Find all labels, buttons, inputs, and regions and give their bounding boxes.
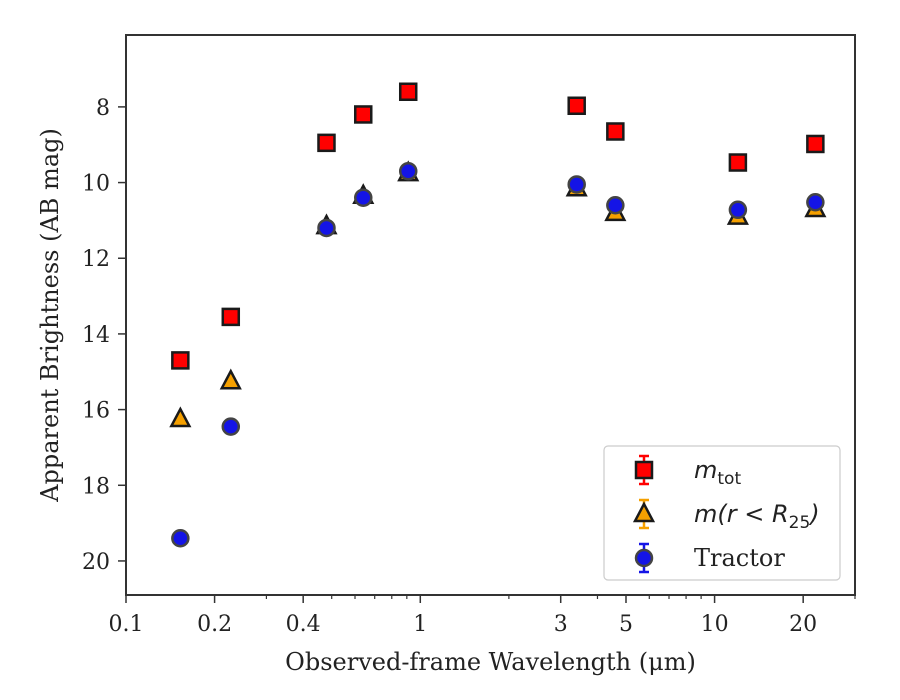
- data-markers: [169, 82, 827, 548]
- legend-box: [603, 445, 841, 581]
- data-point-circle: [728, 200, 748, 220]
- y-axis-ticks: 8 10 12 14 16 18 20: [82, 96, 126, 575]
- legend-marker-square: [634, 460, 654, 480]
- data-point-circle: [221, 417, 241, 436]
- series-square: [171, 82, 825, 370]
- x-tick-label: 20: [789, 612, 817, 637]
- y-tick-label: 12: [82, 247, 110, 272]
- x-axis-ticks: 0.1 0.2 0.4 1 3 5 10 20: [109, 595, 856, 637]
- y-axis-label: Apparent Brightness (AB mag): [36, 128, 64, 503]
- data-point-square: [171, 351, 190, 370]
- data-point-square: [354, 105, 373, 124]
- legend-marker-circle: [634, 548, 654, 568]
- data-point-circle: [398, 161, 418, 181]
- data-point-circle: [606, 196, 625, 215]
- y-tick-label: 14: [82, 323, 110, 348]
- x-axis-label: Observed-frame Wavelength (μm): [285, 648, 696, 676]
- y-tick-label: 8: [96, 96, 110, 121]
- y-tick-label: 20: [82, 550, 110, 575]
- legend-entry-label: Tractor: [694, 544, 785, 572]
- data-point-square: [606, 122, 625, 141]
- x-tick-label: 1: [413, 612, 427, 637]
- data-point-circle: [171, 528, 190, 548]
- data-point-triangle: [169, 406, 192, 428]
- y-tick-label: 16: [82, 399, 110, 424]
- data-point-square: [567, 96, 586, 116]
- data-point-circle: [317, 218, 336, 238]
- data-point-triangle: [219, 368, 242, 390]
- legend-entry-label: m(r < R25): [694, 500, 820, 533]
- x-tick-label: 5: [619, 612, 633, 637]
- legend-marker-triangle: [632, 501, 656, 523]
- y-tick-label: 10: [82, 172, 110, 197]
- data-point-circle: [567, 175, 586, 194]
- x-tick-label: 0.1: [109, 612, 144, 637]
- x-tick-label: 0.4: [286, 612, 321, 637]
- data-point-square: [398, 82, 418, 102]
- x-tick-label: 0.2: [197, 612, 232, 637]
- x-tick-label: 10: [701, 612, 729, 637]
- data-point-circle: [806, 192, 825, 212]
- data-point-square: [728, 153, 748, 172]
- data-point-square: [806, 134, 825, 154]
- data-point-square: [221, 307, 241, 327]
- legend-entry-label: mtot: [694, 456, 741, 489]
- plot-frame: [125, 34, 856, 596]
- data-point-circle: [354, 188, 373, 207]
- series-circle: [171, 161, 825, 548]
- legend: mtot m(r < R25) Tractor: [603, 445, 841, 581]
- data-point-square: [317, 133, 336, 153]
- y-tick-label: 18: [82, 474, 110, 499]
- x-tick-label: 3: [554, 612, 568, 637]
